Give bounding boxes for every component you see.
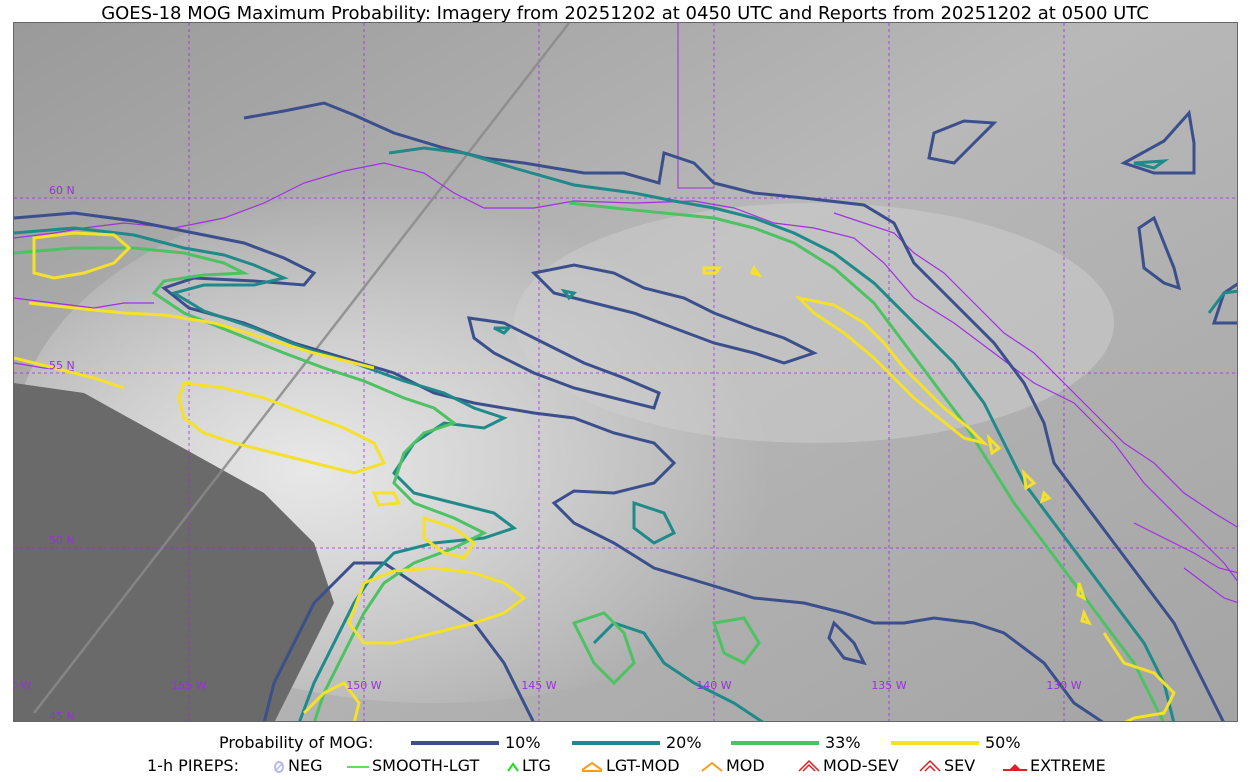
lgt-mod-icon — [581, 761, 603, 772]
latitude-label: 50 N — [49, 534, 75, 547]
legend-label: EXTREME — [1030, 756, 1106, 775]
legend-label: 10% — [505, 733, 541, 752]
sev-icon — [919, 759, 941, 772]
pirep-item-mod-sev: MOD-SEV — [797, 756, 899, 775]
probability-legend: Probability of MOG: 10% 20% 33% 50% — [0, 733, 1250, 753]
longitude-label: 145 W — [521, 679, 556, 692]
smooth-lgt-icon — [347, 765, 369, 768]
pirep-item-extreme: EXTREME — [1002, 756, 1106, 775]
legend-label: SEV — [944, 756, 976, 775]
contour-10-percent — [14, 101, 1237, 721]
mod-icon — [701, 761, 723, 772]
longitude-label: 135 W — [871, 679, 906, 692]
contour-33-percent — [14, 201, 1165, 721]
pirep-item-mod: MOD — [700, 756, 765, 775]
legend-label: LGT-MOD — [606, 756, 680, 775]
legend-swatch — [411, 740, 499, 745]
map-canvas: 60 N 55 N 50 N 45 N 160 W 155 W 150 W 14… — [14, 23, 1237, 722]
legend-item-50-percent: 50% — [891, 733, 1021, 752]
legend-label: SMOOTH-LGT — [372, 756, 480, 775]
satellite-map: 60 N 55 N 50 N 45 N 160 W 155 W 150 W 14… — [13, 22, 1238, 722]
legend-item-33-percent: 33% — [731, 733, 861, 752]
pirep-item-ltg: LTG — [506, 756, 551, 775]
orbit-track — [33, 23, 570, 714]
neg-icon — [274, 760, 284, 773]
legend-label: 20% — [666, 733, 702, 752]
figure-title: GOES-18 MOG Maximum Probability: Imagery… — [101, 3, 1149, 24]
latitude-label: 60 N — [49, 184, 75, 197]
pirep-item-smooth-lgt: SMOOTH-LGT — [346, 756, 479, 775]
pireps-legend: 1-h PIREPS: NEG SMOOTH-LGT LTG LGT-MOD M… — [0, 756, 1250, 776]
legend-label: NEG — [288, 756, 323, 775]
legend-label: 50% — [985, 733, 1021, 752]
longitude-label: 155 W — [171, 679, 206, 692]
longitude-label: 150 W — [346, 679, 381, 692]
border-line — [677, 23, 714, 189]
legend-item-10-percent: 10% — [411, 733, 541, 752]
legend-swatch — [572, 740, 660, 745]
legend-label: 33% — [825, 733, 861, 752]
longitude-label: 130 W — [1046, 679, 1081, 692]
legend-swatch — [891, 740, 979, 745]
latitude-label: 55 N — [49, 359, 75, 372]
legend-label: MOD — [726, 756, 765, 775]
legend-item-20-percent: 20% — [572, 733, 702, 752]
mod-sev-icon — [798, 759, 820, 772]
legend-swatch — [731, 740, 819, 745]
extreme-icon — [1003, 763, 1027, 771]
pirep-item-neg: NEG — [272, 756, 322, 775]
probability-legend-title: Probability of MOG: — [219, 733, 374, 752]
pirep-item-sev: SEV — [918, 756, 975, 775]
longitude-label: 160 W — [14, 679, 32, 692]
pirep-item-lgt-mod: LGT-MOD — [580, 756, 680, 775]
contour-50-percent — [14, 231, 1176, 721]
legend-label: LTG — [522, 756, 551, 775]
longitude-label: 140 W — [696, 679, 731, 692]
pireps-legend-title: 1-h PIREPS: — [147, 756, 239, 775]
latitude-label: 45 N — [49, 710, 75, 722]
legend-label: MOD-SEV — [823, 756, 899, 775]
ltg-icon — [507, 761, 519, 772]
cloud-band — [514, 203, 1114, 443]
